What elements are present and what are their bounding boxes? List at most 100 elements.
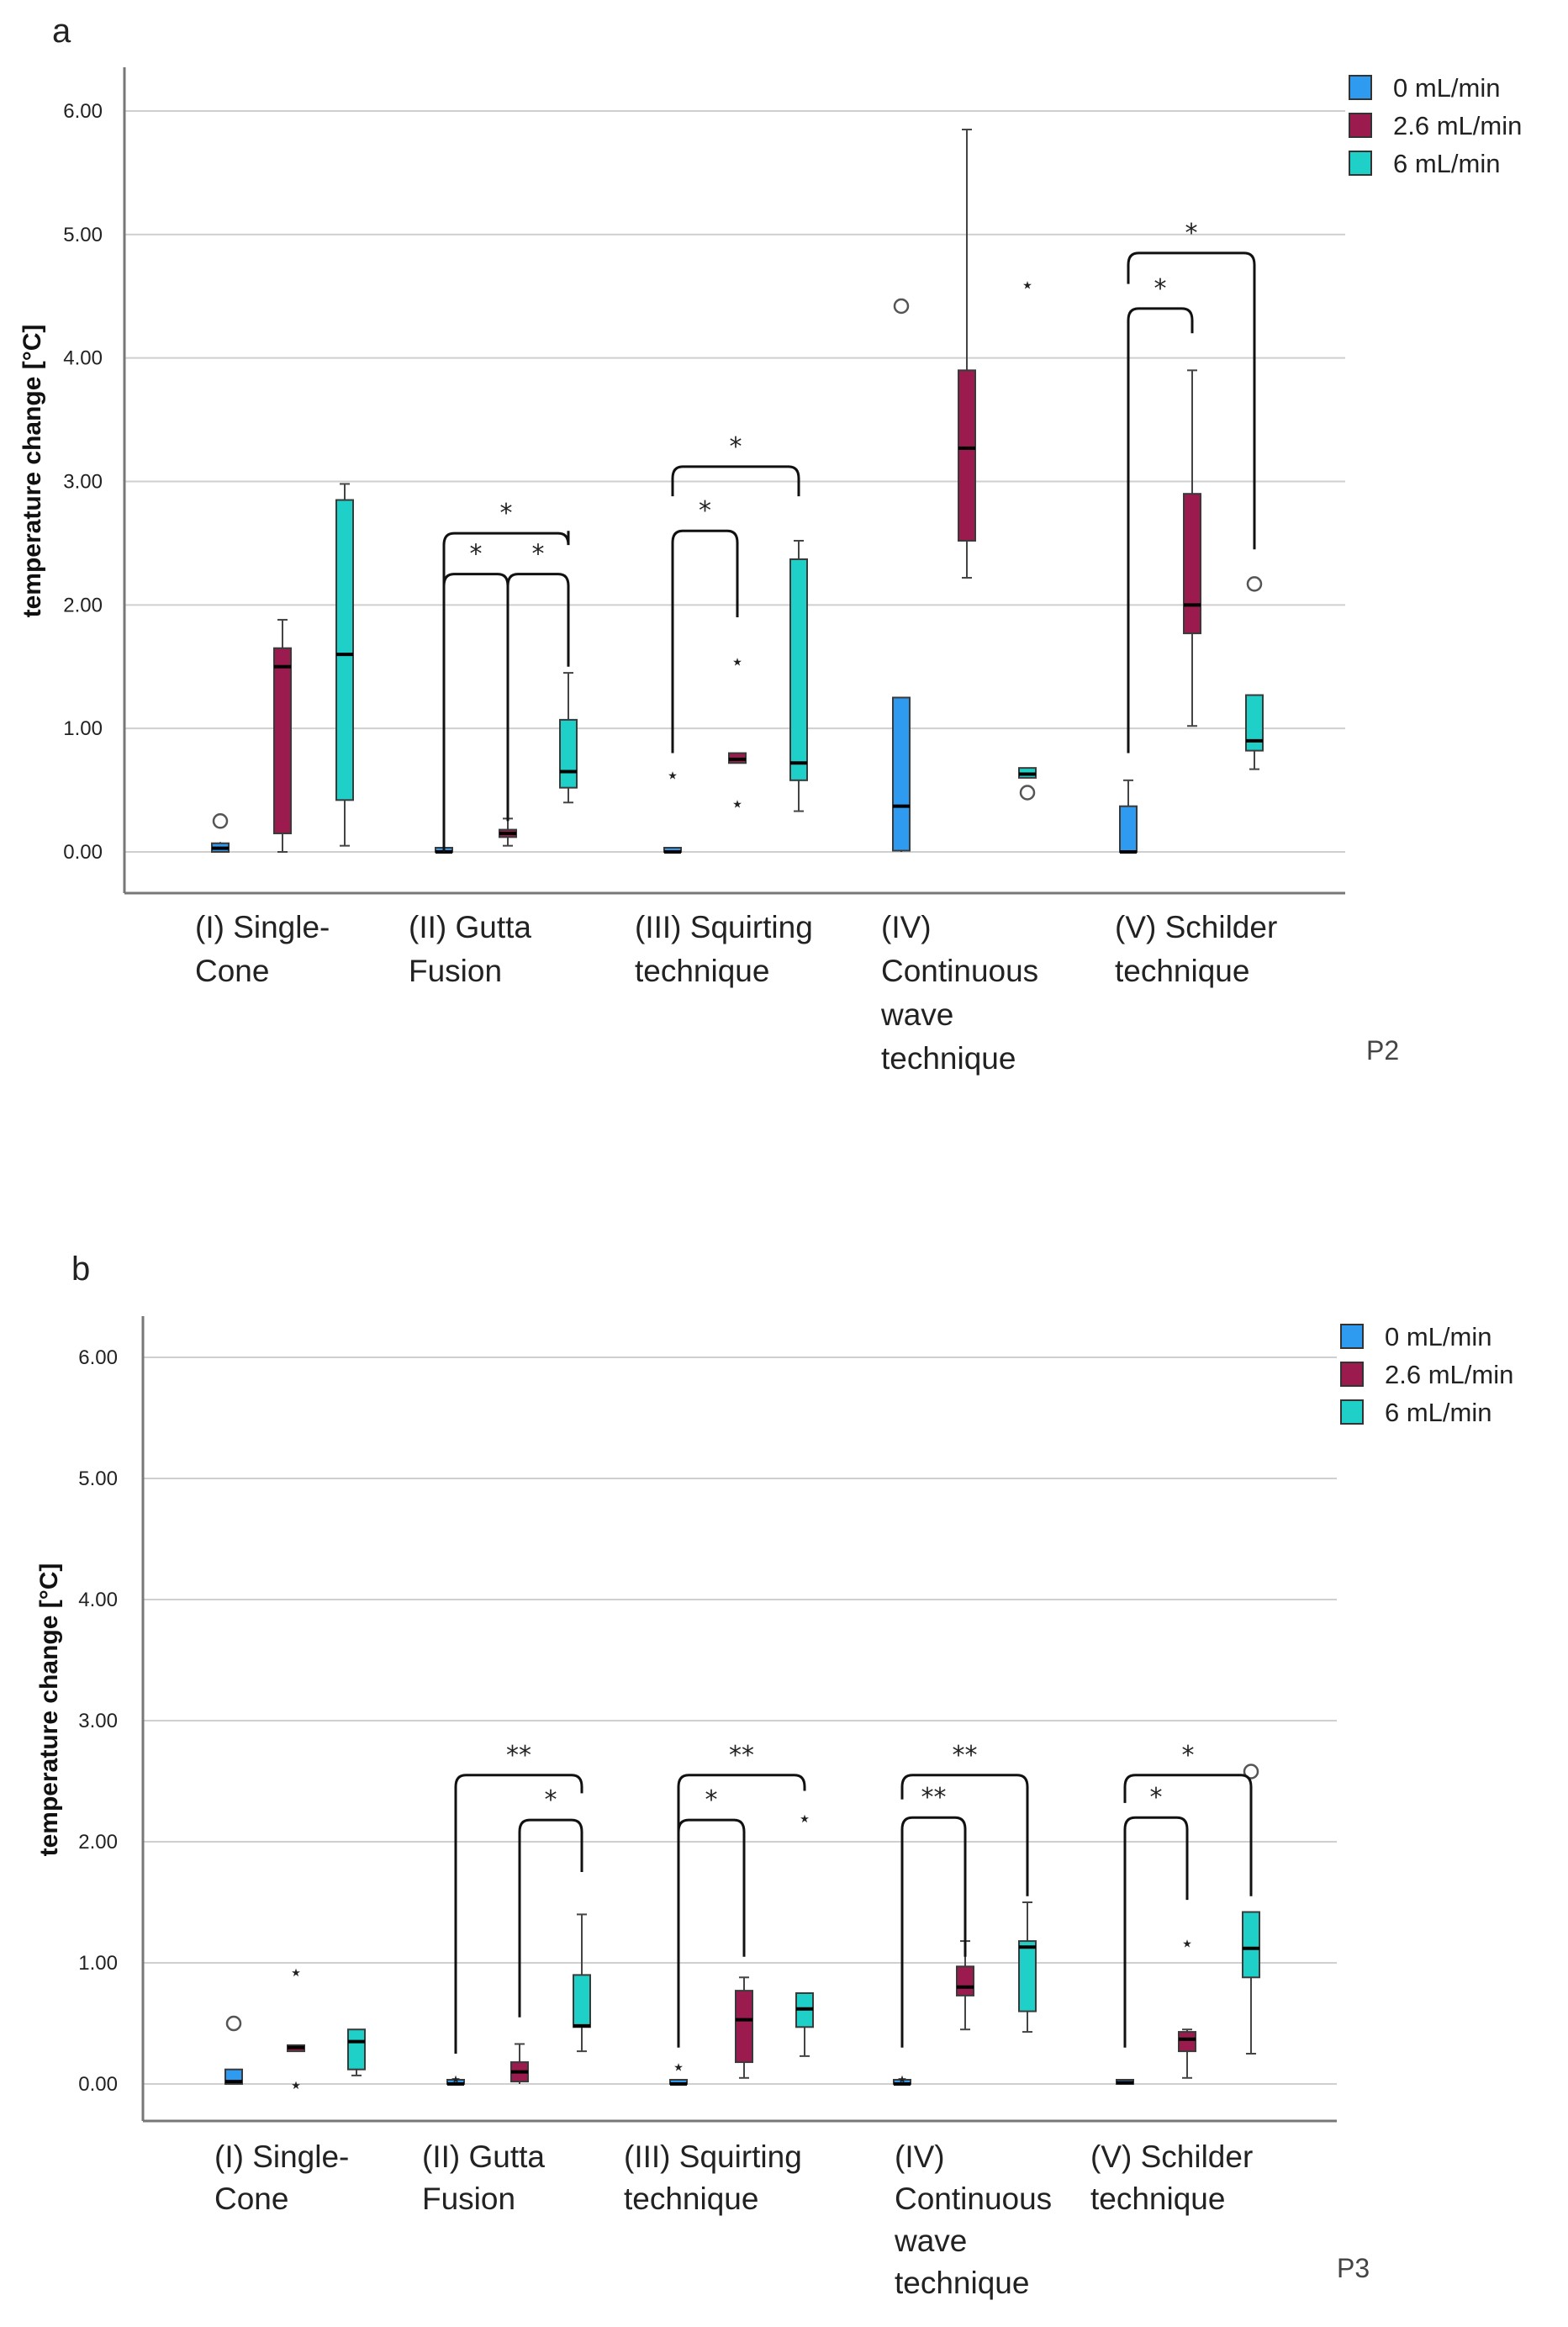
extreme-outlier-star: ⋆ (895, 2067, 909, 2092)
y-tick-label: 6.00 (78, 1346, 118, 1369)
box-3-2: ⋆ (1018, 273, 1037, 801)
category-label: technique (895, 2266, 1029, 2300)
significance-label: * (470, 540, 483, 569)
significance-bracket (677, 1818, 746, 1957)
significance-label: * (1185, 219, 1198, 248)
box-2-2 (789, 539, 808, 812)
panel-letter: b (71, 1251, 90, 1288)
y-tick-label: 0.00 (63, 841, 103, 864)
significance-label: * (532, 540, 545, 569)
box-3-0 (892, 298, 911, 852)
box-body (347, 2028, 366, 2071)
y-axis-label: temperature change [°C] (35, 1563, 63, 1857)
significance-label: * (1150, 1783, 1163, 1812)
box-body (1245, 694, 1264, 752)
significance-bracket (454, 1774, 583, 2054)
category-label: (II) Gutta (409, 910, 531, 944)
box-body (789, 558, 808, 781)
significance-bracket (1123, 1774, 1253, 1896)
box-body (1242, 1911, 1260, 1979)
box-body (1183, 493, 1201, 635)
legend-label: 2.6 mL/min (1385, 1360, 1513, 1389)
significance-bracket (518, 1818, 583, 2018)
significance-label: * (1154, 274, 1167, 304)
box-body (573, 1974, 591, 2028)
box-0-0 (211, 813, 230, 854)
significance-bracket (677, 1774, 806, 2048)
box-4-0 (1116, 2079, 1134, 2085)
significance-bracket (442, 573, 509, 852)
box-body (958, 369, 976, 542)
box-body (273, 647, 292, 834)
category-label: Continuous (881, 954, 1038, 988)
box-3-1 (956, 1940, 974, 2031)
category-label: (IV) (895, 2139, 945, 2174)
significance-bracket (671, 465, 800, 497)
significance-label: ** (953, 1741, 978, 1770)
category-label: technique (881, 1041, 1016, 1076)
significance-bracket (442, 531, 570, 852)
legend-swatch (1340, 1399, 1364, 1425)
significance-bracket (506, 573, 570, 815)
category-label: technique (635, 954, 769, 988)
box-1-2 (559, 672, 578, 804)
y-tick-label: 2.00 (63, 594, 103, 616)
significance-label: * (545, 1785, 557, 1815)
box-2-2: ⋆ (795, 1806, 814, 2057)
box-1-1 (499, 817, 517, 847)
box-4-2 (1242, 1764, 1260, 2055)
significance-bracket (671, 529, 739, 754)
significance-label: ** (506, 1741, 531, 1770)
outlier-circle (893, 298, 910, 315)
significance-bracket (1127, 251, 1256, 550)
category-label: (V) Schilder (1090, 2139, 1253, 2174)
category-label: wave (894, 2224, 967, 2258)
legend-swatch (1340, 1362, 1364, 1387)
category-label: (I) Single- (214, 2139, 349, 2174)
significance-label: * (699, 496, 711, 526)
box-1-0: ⋆ (446, 2067, 465, 2092)
y-tick-label: 5.00 (78, 1468, 118, 1490)
category-label: Cone (195, 954, 269, 988)
y-tick-label: 1.00 (78, 1952, 118, 1975)
category-label: (IV) (881, 910, 932, 944)
box-body (335, 499, 354, 801)
panel-a: a 0.00 1.00 2.00 3.00 4.00 5.00 6.00 temperature… (18, 13, 1522, 1076)
panel-letter: a (52, 13, 71, 50)
y-tick-label: 1.00 (63, 717, 103, 740)
box-body (559, 718, 578, 789)
category-label: technique (1115, 954, 1249, 988)
category-label: (V) Schilder (1115, 910, 1277, 944)
box-3-2 (1018, 1901, 1037, 2033)
extreme-outlier-star: ⋆ (289, 2073, 303, 2098)
category-label: wave (880, 997, 953, 1032)
box-body (892, 696, 911, 852)
box-4-0 (1119, 779, 1138, 854)
significance-bracket (1123, 1816, 1189, 2048)
box-body (1178, 2031, 1196, 2053)
y-axis-label: temperature change [°C] (18, 325, 46, 618)
box-1-1 (510, 2043, 529, 2084)
box-2-1 (735, 1976, 753, 2079)
box-body (1018, 1940, 1037, 2012)
extreme-outlier-star: ⋆ (731, 649, 744, 674)
panel-b: b 0.00 1.00 2.00 3.00 4.00 5.00 6.00 temperature… (35, 1251, 1513, 2300)
box-body (1119, 805, 1138, 854)
box-0-2 (335, 483, 354, 847)
legend-swatch (1349, 75, 1372, 100)
box-body (956, 1965, 974, 1996)
extreme-outlier-star: ⋆ (1021, 273, 1034, 299)
y-tick-label: 5.00 (63, 224, 103, 246)
significance-label: * (705, 1785, 718, 1815)
extreme-outlier-star: ⋆ (289, 1960, 303, 1986)
box-4-1 (1183, 369, 1201, 727)
significance-label: * (500, 499, 513, 528)
y-tick-label: 3.00 (63, 471, 103, 494)
box-1-2 (573, 1913, 591, 2053)
y-tick-label: 2.00 (78, 1831, 118, 1854)
panel-note: P2 (1366, 1035, 1399, 1066)
extreme-outlier-star: ⋆ (666, 763, 679, 788)
extreme-outlier-star: ⋆ (731, 791, 744, 817)
category-label: Cone (214, 2182, 288, 2216)
box-0-1 (273, 618, 292, 853)
